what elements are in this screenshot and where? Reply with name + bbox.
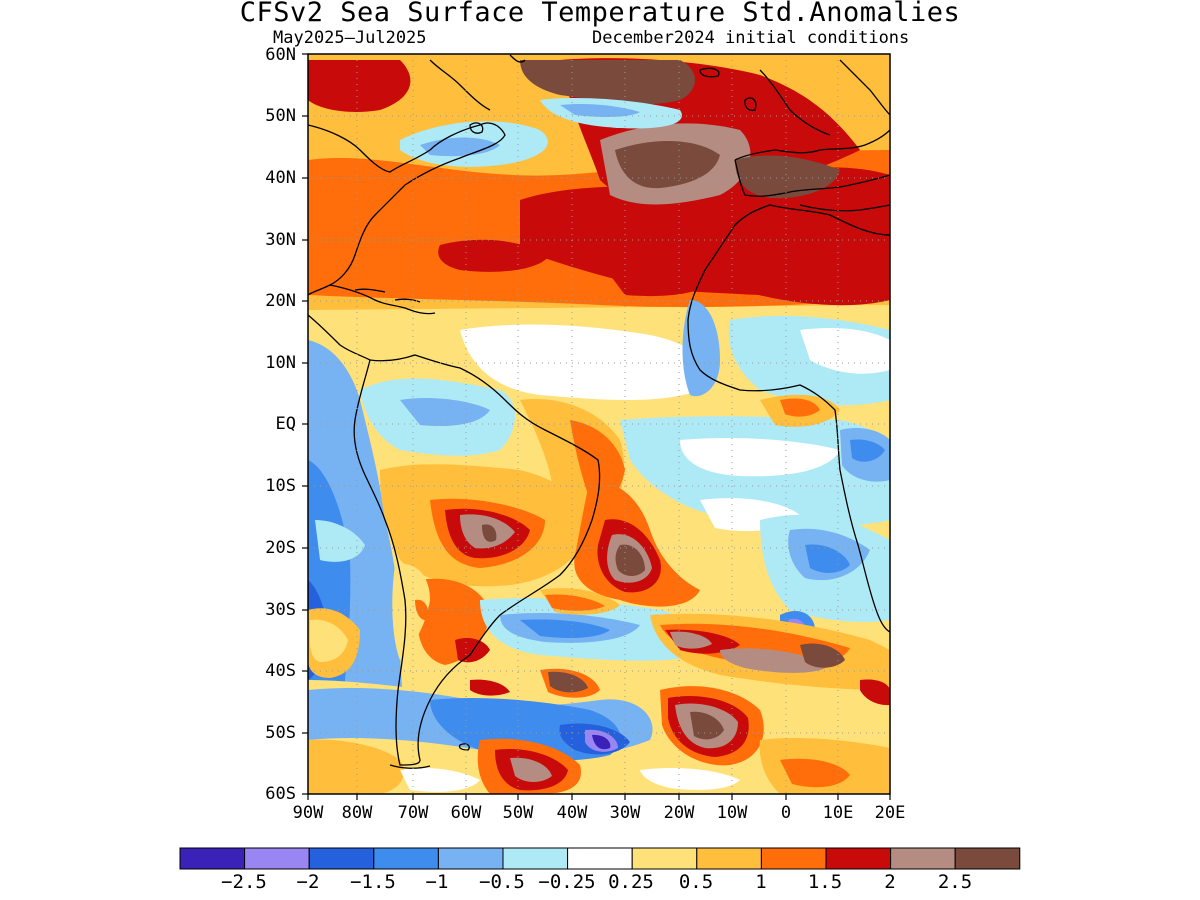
anomaly-field <box>308 54 890 794</box>
lat-label-10n: 10N <box>265 353 296 373</box>
lon-label-10e: 10E <box>822 803 854 823</box>
colorbar-swatch <box>502 847 569 870</box>
colorbar-swatch <box>631 847 698 870</box>
colorbar-label: −0.5 <box>479 871 525 893</box>
lat-label-20n: 20N <box>265 291 296 311</box>
map-title: CFSv2 Sea Surface Temperature Std.Anomal… <box>239 0 961 28</box>
colorbar-swatch <box>825 847 892 870</box>
lat-label-50s: 50S <box>265 723 296 743</box>
colorbar-swatch <box>890 847 956 870</box>
lat-label-10s: 10S <box>265 476 296 496</box>
lon-label-40w: 40W <box>556 803 588 823</box>
forecast-period: May2025–Jul2025 <box>273 28 427 48</box>
colorbar-label: 0.5 <box>678 871 714 893</box>
lon-label-50w: 50W <box>502 803 534 823</box>
lat-label-60s: 60S <box>265 784 296 804</box>
colorbar-label: 0.25 <box>608 871 654 893</box>
colorbar-swatch <box>308 847 375 870</box>
lat-label-20s: 20S <box>265 538 296 558</box>
lon-label-0: 0 <box>780 803 792 823</box>
colorbar-label: −1.5 <box>350 871 396 893</box>
colorbar-label: −0.25 <box>538 871 596 893</box>
colorbar-label: 2.5 <box>937 871 973 893</box>
lat-label-60n: 60N <box>265 45 296 65</box>
lat-label-30n: 30N <box>265 230 296 250</box>
lon-label-80w: 80W <box>341 803 373 823</box>
colorbar-label: −1 <box>425 871 449 893</box>
colorbar <box>179 847 1021 870</box>
initial-conditions: December2024 initial conditions <box>592 28 910 48</box>
lon-label-90w: 90W <box>292 803 324 823</box>
colorbar-swatch <box>373 847 439 870</box>
lon-label-60w: 60W <box>450 803 482 823</box>
colorbar-label: 1 <box>755 871 767 893</box>
lat-label-40s: 40S <box>265 661 296 681</box>
lon-label-70w: 70W <box>397 803 429 823</box>
colorbar-swatch <box>567 847 633 870</box>
colorbar-swatch <box>954 847 1021 870</box>
colorbar-swatch <box>179 847 246 870</box>
colorbar-swatch <box>760 847 827 870</box>
lon-label-20w: 20W <box>663 803 695 823</box>
lat-label-40n: 40N <box>265 168 296 188</box>
colorbar-label: 2 <box>884 871 896 893</box>
axis-ticks <box>302 53 891 800</box>
lat-label-50n: 50N <box>265 106 296 126</box>
colorbar-swatch <box>437 847 504 870</box>
lon-label-30w: 30W <box>609 803 641 823</box>
colorbar-swatch <box>244 847 310 870</box>
colorbar-label: 1.5 <box>807 871 843 893</box>
colorbar-label: −2.5 <box>221 871 267 893</box>
colorbar-swatch <box>696 847 762 870</box>
grid-lines <box>308 54 890 794</box>
coastlines <box>308 54 890 769</box>
lon-label-20e: 20E <box>874 803 906 823</box>
lon-label-10w: 10W <box>716 803 748 823</box>
colorbar-label: −2 <box>296 871 320 893</box>
lat-label-30s: 30S <box>265 600 296 620</box>
lat-label-eq: EQ <box>275 414 296 434</box>
